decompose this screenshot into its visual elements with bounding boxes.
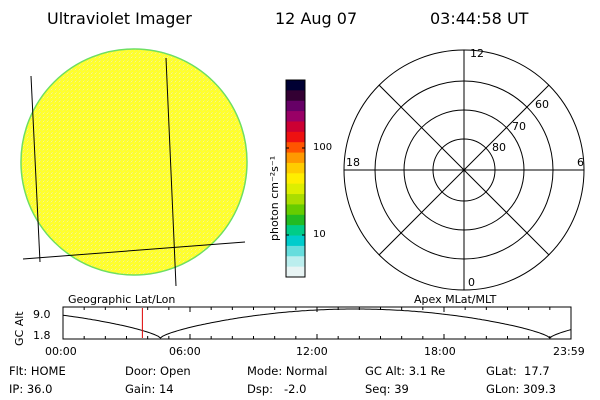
door-status: Door: Open — [125, 364, 191, 378]
gc-alt-status: GC Alt: 3.1 Re — [365, 364, 446, 378]
altitude-xtick: 06:00 — [169, 345, 201, 358]
colorbar-stripe — [286, 204, 305, 216]
longitude-line — [165, 57, 177, 287]
mlt-label-0: 0 — [468, 276, 475, 289]
colorbar-stripe — [286, 266, 305, 278]
mlt-label-12: 12 — [470, 47, 484, 60]
colorbar-stripe — [286, 100, 305, 112]
apex-panel-label: Apex MLat/MLT — [414, 293, 497, 306]
lat-label-70: 70 — [512, 120, 526, 133]
colorbar-stripe — [286, 173, 305, 185]
filter-status: Flt: HOME — [9, 364, 66, 378]
altitude-ylabel: GC Alt — [13, 311, 26, 346]
colorbar-stripe — [286, 90, 305, 102]
colorbar-stripe — [286, 121, 305, 133]
colorbar-stripe — [286, 256, 305, 268]
glat-status: GLat: 17.7 — [486, 364, 550, 378]
colorbar-stripe — [286, 225, 305, 237]
seq-status: Seq: 39 — [365, 382, 409, 396]
ip-status: IP: 36.0 — [9, 382, 53, 396]
colorbar-stripe — [286, 194, 305, 205]
mlt-label-6: 6 — [577, 156, 584, 169]
altitude-curve — [62, 308, 572, 339]
dsp-status: Dsp: -2.0 — [247, 382, 307, 396]
altitude-xtick: 23:59 — [553, 345, 585, 358]
colorbar-stripe — [286, 245, 305, 257]
altitude-ytick-1.8: 1.8 — [33, 329, 51, 342]
colorbar-stripe — [286, 111, 305, 122]
colorbar-tick-10: 10 — [313, 229, 326, 240]
colorbar-stripe — [286, 162, 305, 174]
altitude-xtick: 12:00 — [296, 345, 328, 358]
colorbar-stripe — [286, 235, 305, 247]
lat-label-60: 60 — [535, 98, 549, 111]
altitude-xtick: 18:00 — [424, 345, 456, 358]
earth-disk — [20, 48, 248, 276]
colorbar-stripe — [286, 80, 305, 91]
glon-status: GLon: 309.3 — [486, 382, 556, 396]
colorbar-frame — [285, 79, 306, 278]
longitude-line — [30, 75, 41, 263]
lat-label-80: 80 — [492, 141, 506, 154]
colorbar-stripe — [286, 214, 305, 226]
mlt-label-18: 18 — [346, 156, 360, 169]
mode-status: Mode: Normal — [247, 364, 328, 378]
gain-status: Gain: 14 — [125, 382, 174, 396]
altitude-xtick: 00:00 — [45, 345, 77, 358]
geo-panel-label: Geographic Lat/Lon — [68, 293, 176, 306]
time-label: 03:44:58 UT — [430, 9, 529, 28]
colorbar-tick-100: 100 — [313, 142, 333, 153]
latitude-line — [22, 241, 246, 260]
instrument-title: Ultraviolet Imager — [47, 9, 192, 28]
colorbar-stripe — [286, 183, 305, 195]
colorbar-stripe — [286, 152, 305, 164]
date-label: 12 Aug 07 — [275, 9, 358, 28]
altitude-ytick-9: 9.0 — [33, 308, 51, 321]
colorbar-stripe — [286, 131, 305, 143]
colorbar-stripe — [286, 142, 305, 154]
colorbar: photon cm⁻²s⁻¹ — [268, 79, 306, 278]
colorbar-unit-label: photon cm⁻²s⁻¹ — [268, 156, 281, 241]
